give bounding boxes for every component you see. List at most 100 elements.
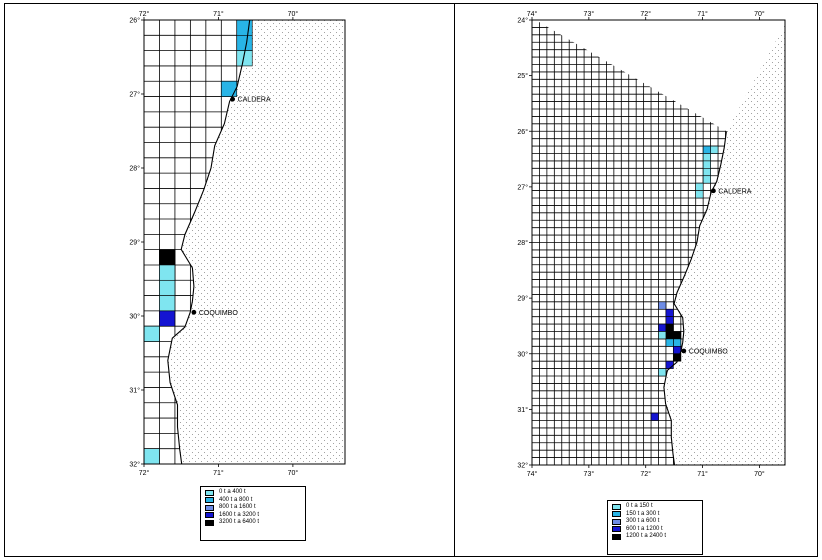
legend-right: 0 t a 150 t 150 t a 300 t 300 t a 600 t 600… bbox=[607, 500, 703, 555]
legend-left: 0 t a 400 t 400 t a 800 t 800 t a 1600 t 16… bbox=[200, 486, 306, 541]
catch-cell bbox=[159, 295, 176, 312]
land-area bbox=[167, 20, 345, 464]
catch-cell bbox=[665, 308, 674, 317]
legend-label: 3200 t a 6400 t bbox=[219, 519, 260, 525]
legend-swatch bbox=[205, 497, 214, 503]
catch-cell bbox=[702, 175, 711, 184]
legend-swatch bbox=[612, 526, 621, 532]
lat-tick-label: 26° bbox=[129, 17, 140, 25]
lat-tick-label: 30° bbox=[517, 350, 528, 358]
catch-cell bbox=[143, 325, 160, 342]
city-marker bbox=[681, 348, 687, 354]
legend-item: 3200 t a 6400 t bbox=[205, 519, 301, 526]
city-marker bbox=[230, 96, 235, 102]
legend-swatch bbox=[205, 512, 214, 518]
legend-swatch bbox=[205, 519, 214, 526]
catch-cell bbox=[159, 310, 176, 327]
legend-label: 800 t a 1600 t bbox=[219, 504, 256, 510]
lat-tick-label: 29° bbox=[129, 239, 140, 247]
lon-tick-label: 71° bbox=[213, 10, 224, 18]
catch-cell bbox=[665, 338, 674, 347]
lon-tick-label: 70° bbox=[288, 469, 299, 477]
catch-cell bbox=[236, 35, 253, 51]
catch-cell bbox=[673, 346, 682, 355]
lon-tick-label: 71° bbox=[213, 469, 224, 477]
legend-swatch bbox=[612, 533, 621, 540]
lat-tick-label: 31° bbox=[517, 406, 528, 414]
lat-tick-label: 25° bbox=[517, 72, 528, 80]
city-marker bbox=[710, 188, 716, 194]
legend-item: 400 t a 800 t bbox=[205, 497, 301, 504]
legend-label: 600 t a 1200 t bbox=[626, 525, 663, 532]
lat-tick-label: 32° bbox=[517, 462, 528, 470]
lat-tick-label: 32° bbox=[129, 461, 140, 469]
city-label: CALDERA bbox=[238, 97, 271, 104]
lon-tick-label: 70° bbox=[754, 10, 765, 18]
catch-cell bbox=[695, 182, 704, 191]
catch-cell bbox=[702, 168, 711, 177]
legend-label: 150 t a 300 t bbox=[626, 510, 660, 517]
legend-item: 1600 t a 3200 t bbox=[205, 512, 301, 519]
legend-item: 600 t a 1200 t bbox=[612, 526, 698, 533]
catch-cell bbox=[702, 153, 711, 162]
lon-tick-label: 70° bbox=[288, 10, 299, 18]
catch-cell bbox=[658, 331, 667, 340]
lon-tick-label: 73° bbox=[584, 470, 595, 478]
lon-tick-label: 74° bbox=[527, 470, 538, 478]
lat-tick-label: 31° bbox=[129, 387, 140, 395]
lon-tick-label: 72° bbox=[640, 470, 651, 478]
legend-swatch bbox=[612, 518, 621, 525]
legend-label: 400 t a 800 t bbox=[219, 496, 253, 503]
legend-swatch bbox=[205, 489, 214, 496]
legend-label: 1600 t a 3200 t bbox=[219, 511, 260, 518]
lat-tick-label: 26° bbox=[517, 128, 528, 136]
lon-tick-label: 73° bbox=[584, 10, 595, 18]
catch-cell bbox=[665, 331, 674, 340]
right-panel-frame bbox=[454, 3, 818, 557]
lat-tick-label: 28° bbox=[129, 165, 140, 173]
legend-item: 0 t a 400 t bbox=[205, 489, 301, 496]
lon-tick-label: 71° bbox=[697, 10, 708, 18]
catch-cell bbox=[143, 448, 160, 465]
catch-cell bbox=[658, 323, 667, 332]
legend-swatch bbox=[205, 504, 214, 511]
map-left: 72° 72° 71° 71° 70° 70° 26° 27° 28° 29° 30° 31° 32° C… bbox=[129, 10, 346, 477]
land-area bbox=[663, 24, 785, 465]
catch-cell bbox=[673, 331, 682, 340]
catch-cell bbox=[159, 279, 176, 296]
lon-tick-label: 71° bbox=[697, 470, 708, 478]
lat-tick-label: 28° bbox=[517, 239, 528, 247]
catch-cell bbox=[702, 160, 711, 169]
lat-tick-label: 30° bbox=[129, 313, 140, 321]
lat-tick-label: 27° bbox=[517, 183, 528, 191]
legend-item: 300 t a 600 t bbox=[612, 518, 698, 525]
catch-cell bbox=[650, 412, 659, 421]
legend-item: 0 t a 150 t bbox=[612, 503, 698, 510]
city-label: COQUIMBO bbox=[199, 310, 238, 317]
catch-cell bbox=[710, 145, 719, 154]
catch-cell bbox=[695, 190, 704, 199]
legend-label: 0 t a 150 t bbox=[626, 503, 653, 509]
lat-tick-label: 24° bbox=[517, 17, 528, 25]
catch-cell bbox=[159, 264, 176, 281]
catch-cell bbox=[159, 249, 176, 266]
legend-label: 1200 t a 2400 t bbox=[626, 533, 667, 539]
catch-cell bbox=[658, 368, 667, 377]
catch-cell bbox=[665, 316, 674, 325]
catch-cell bbox=[665, 323, 674, 332]
city-marker bbox=[191, 309, 197, 315]
legend-item: 150 t a 300 t bbox=[612, 511, 698, 518]
legend-item: 800 t a 1600 t bbox=[205, 504, 301, 511]
catch-cell bbox=[221, 80, 238, 97]
lon-tick-label: 72° bbox=[640, 10, 651, 18]
legend-swatch bbox=[612, 511, 621, 517]
lat-tick-label: 29° bbox=[517, 295, 528, 303]
lon-tick-label: 74° bbox=[527, 10, 538, 18]
legend-label: 300 t a 600 t bbox=[626, 518, 660, 524]
city-label: CALDERA bbox=[718, 188, 751, 195]
legend-label: 0 t a 400 t bbox=[219, 489, 246, 495]
catch-cell bbox=[673, 338, 682, 347]
lon-tick-label: 70° bbox=[754, 470, 765, 478]
lat-tick-label: 27° bbox=[129, 91, 140, 99]
